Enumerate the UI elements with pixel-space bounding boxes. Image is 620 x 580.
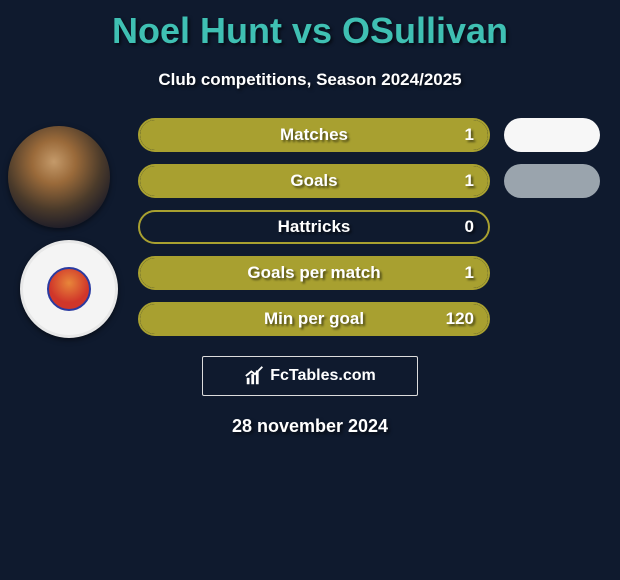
stat-label: Hattricks [278, 217, 351, 237]
stat-bar: Matches 1 [138, 118, 490, 152]
compare-pill [504, 164, 600, 198]
compare-pill [504, 118, 600, 152]
stat-bar: Goals 1 [138, 164, 490, 198]
date-text: 28 november 2024 [0, 416, 620, 437]
stat-value: 120 [446, 309, 474, 329]
stat-bar: Goals per match 1 [138, 256, 490, 290]
content-area: Matches 1 Goals 1 Hattricks 0 Goals per match 1… [0, 118, 620, 336]
stat-row: Min per goal 120 [138, 302, 600, 336]
page-subtitle: Club competitions, Season 2024/2025 [0, 70, 620, 90]
stat-row: Goals per match 1 [138, 256, 600, 290]
stat-value: 0 [465, 217, 474, 237]
stat-value: 1 [465, 263, 474, 283]
stat-value: 1 [465, 125, 474, 145]
stat-label: Matches [280, 125, 348, 145]
stat-row: Hattricks 0 [138, 210, 600, 244]
stat-bar: Min per goal 120 [138, 302, 490, 336]
chart-icon [244, 365, 266, 387]
attribution-box: FcTables.com [202, 356, 418, 396]
club-badge-inner [47, 267, 91, 311]
club-badge [20, 240, 118, 338]
stat-value: 1 [465, 171, 474, 191]
player-avatar [8, 126, 110, 228]
stat-label: Goals per match [247, 263, 380, 283]
stat-bar: Hattricks 0 [138, 210, 490, 244]
stat-label: Min per goal [264, 309, 364, 329]
stat-row: Matches 1 [138, 118, 600, 152]
stat-row: Goals 1 [138, 164, 600, 198]
attribution-text: FcTables.com [270, 367, 376, 385]
page-title: Noel Hunt vs OSullivan [0, 0, 620, 52]
stat-label: Goals [290, 171, 337, 191]
